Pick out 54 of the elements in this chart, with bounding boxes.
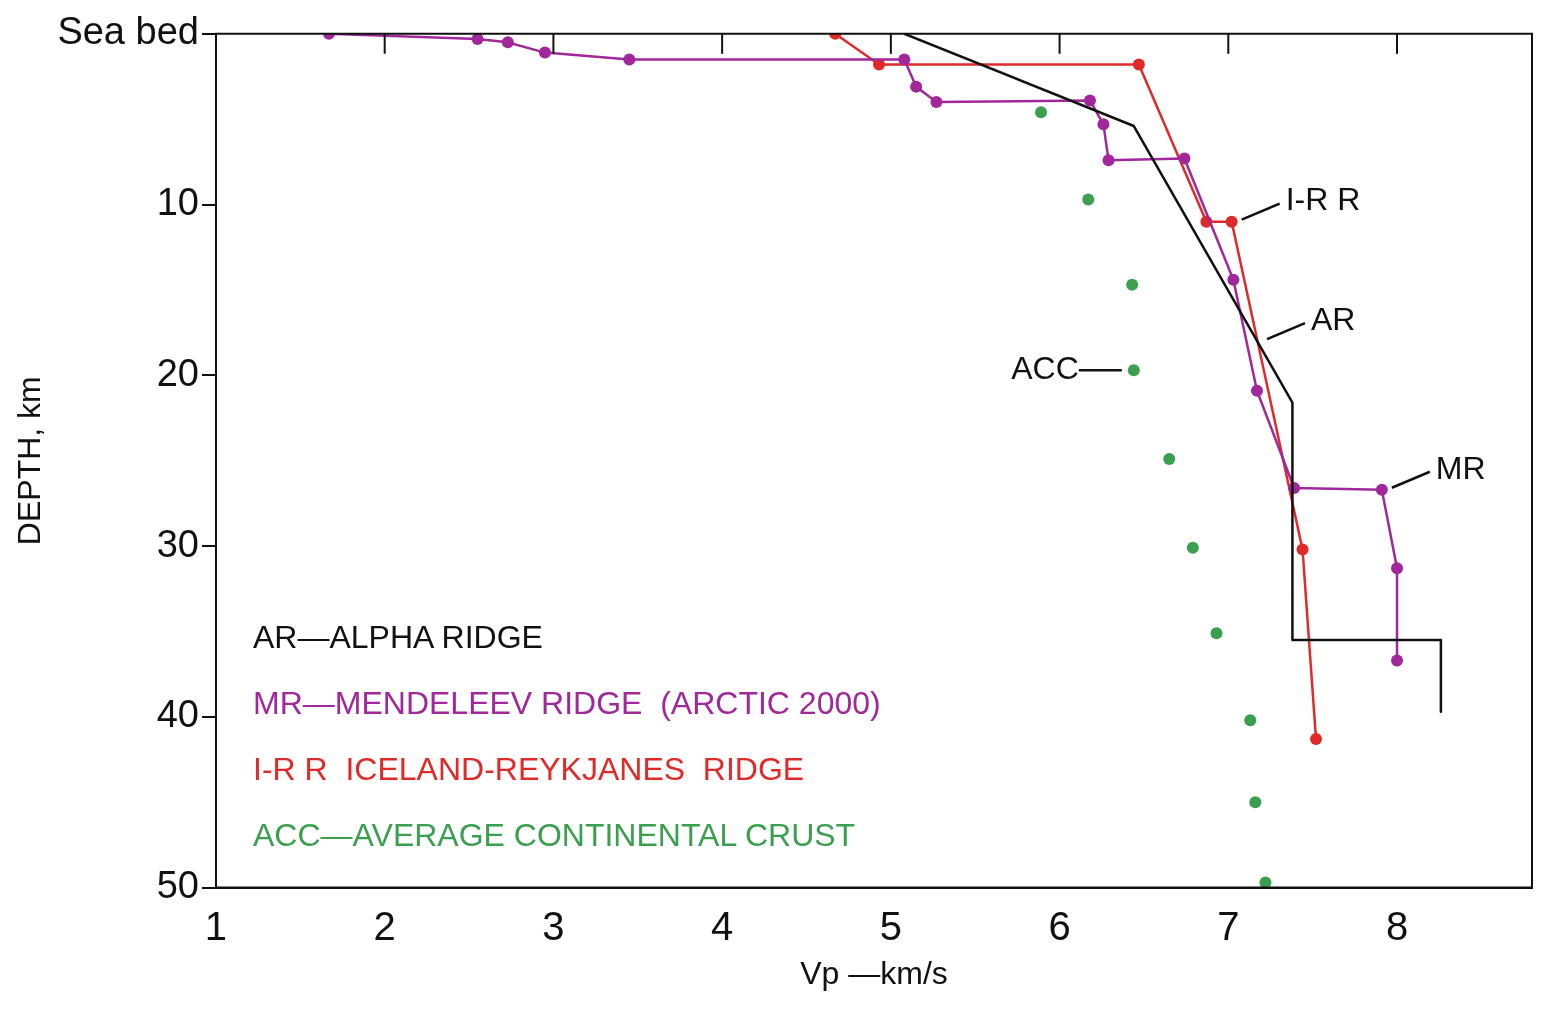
point (501, 36, 514, 49)
point (930, 96, 943, 109)
point (1163, 452, 1176, 465)
y-tick-label: 40 (156, 693, 199, 736)
x-tick-label: 3 (542, 903, 565, 948)
point (1375, 483, 1388, 496)
point (1225, 215, 1238, 228)
point (1035, 106, 1048, 119)
annotation: MR (1435, 449, 1486, 486)
point (1391, 562, 1404, 575)
point (1097, 118, 1110, 131)
x-tick-label: 8 (1385, 903, 1409, 948)
y-tick-label: 10 (156, 181, 199, 224)
x-tick-label: 4 (711, 903, 734, 948)
annotation: I-R R (1285, 181, 1361, 218)
annotation: AR (1310, 301, 1356, 337)
point (1210, 627, 1223, 640)
y-tick-label: 50 (156, 864, 199, 907)
point (1296, 543, 1309, 556)
x-tick-label: 1 (204, 903, 228, 948)
text: ACC—AVERAGE CONTINENTAL CRUST (253, 816, 857, 855)
point (1227, 273, 1240, 286)
point (1250, 384, 1263, 397)
point (1127, 364, 1140, 377)
point (1249, 796, 1262, 809)
point (1310, 733, 1323, 746)
point (1186, 541, 1199, 554)
y-tick-label: Sea bed (57, 10, 199, 53)
point (538, 46, 551, 59)
text: MR—MENDELEEV RIDGE (ARCTIC 2000) (253, 684, 881, 723)
y-tick-label: 30 (156, 522, 199, 565)
text: AR—ALPHA RIDGE (253, 618, 544, 657)
y-axis-title: DEPTH, km (11, 376, 48, 546)
point (910, 80, 923, 93)
point (1244, 714, 1257, 727)
annotation: ACC (1011, 350, 1079, 387)
point (1082, 193, 1095, 206)
y-tick-label: 20 (156, 351, 199, 394)
text: I-R R ICELAND-REYKJANES RIDGE (253, 750, 806, 789)
x-tick-label: 2 (373, 903, 396, 948)
x-tick-label: 7 (1217, 903, 1240, 948)
point (471, 33, 484, 45)
point (898, 53, 911, 66)
point (1126, 278, 1139, 291)
point (1259, 876, 1272, 888)
point (1132, 58, 1145, 71)
point (1178, 152, 1191, 165)
point (1083, 94, 1096, 107)
x-axis-title: Vp —km/s (800, 954, 948, 991)
point (1102, 154, 1115, 167)
x-tick-label: 6 (1048, 903, 1071, 948)
point (623, 53, 636, 66)
point (1391, 654, 1404, 667)
x-tick-label: 5 (879, 903, 902, 948)
